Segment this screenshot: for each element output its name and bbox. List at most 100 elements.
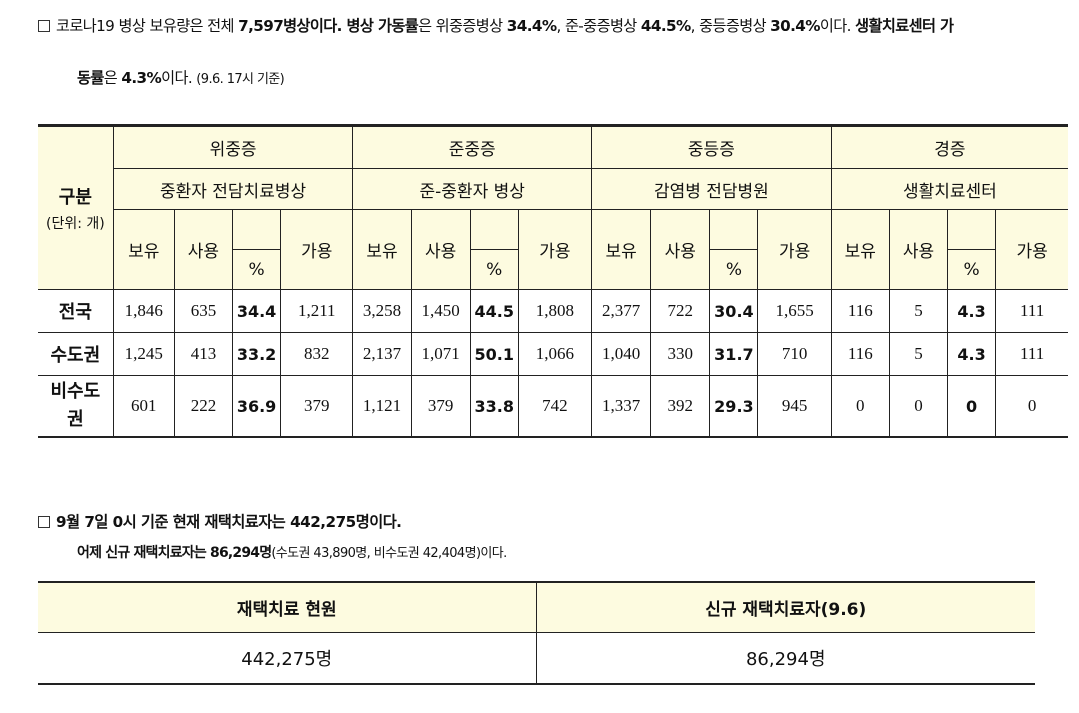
value-cell: 2,377 (591, 289, 652, 333)
text: 이다. (161, 69, 197, 87)
table-row: 수도권 1,245 413 33.2 832 2,137 1,071 50.1 1,066 1,0… (38, 332, 1068, 376)
paragraph-bed-status-cont: 동률은 4.3%이다. (9.6. 17시 기준) (77, 66, 285, 88)
value-cell: 0 (995, 375, 1068, 438)
center-rate: 4.3% (121, 69, 162, 87)
pct-cell: 4.3 (947, 289, 997, 333)
col-pct-spacer (947, 209, 997, 250)
text: 코로나19 병상 보유량은 전체 (56, 17, 239, 35)
value-cell: 2,137 (352, 332, 412, 376)
value-cell: 0 (888, 375, 949, 438)
col-pct: % (947, 249, 997, 290)
value-cell: 379 (410, 375, 471, 438)
col-avail: 가용 (517, 209, 593, 290)
value-cell: 1,066 (517, 332, 593, 376)
header-current: 재택치료 현원 (38, 581, 537, 633)
col-own: 보유 (352, 209, 412, 290)
col-use: 사용 (410, 209, 471, 290)
col-avail: 가용 (757, 209, 832, 290)
pct-cell: 4.3 (947, 332, 997, 376)
value-cell: 1,655 (757, 289, 832, 333)
home-treatment-total-text: 9월 7일 0시 기준 현재 재택치료자는 442,275명이다. (56, 513, 402, 531)
value-cell: 1,040 (591, 332, 652, 376)
unit-label: (단위: 개) (45, 216, 105, 232)
table-row: 전국 1,846 635 34.4 1,211 3,258 1,450 44.5 1,808 2,… (38, 289, 1068, 333)
pct-cell: 44.5 (469, 289, 519, 333)
value-cell: 945 (757, 375, 832, 438)
value-cell: 832 (280, 332, 354, 376)
value-cell: 116 (830, 332, 890, 376)
value-cell: 392 (650, 375, 711, 438)
col-own: 보유 (830, 209, 890, 290)
col-avail: 가용 (280, 209, 354, 290)
value-cell: 1,808 (517, 289, 593, 333)
value-cell: 601 (112, 375, 175, 438)
new-home-treatment-text: 어제 신규 재택치료자는 86,294명 (77, 545, 272, 561)
col-pct-spacer (232, 209, 282, 250)
value-cell: 330 (650, 332, 711, 376)
value-cell: 111 (995, 289, 1068, 333)
text: 은 위중증병상 (418, 17, 507, 35)
checkbox-bullet-icon (38, 516, 50, 528)
col-pct: % (232, 249, 282, 290)
reference-time: (9.6. 17시 기준) (196, 72, 285, 87)
value-new: 86,294명 (535, 632, 1035, 685)
group-severity-critical: 위중증 (112, 125, 354, 169)
paragraph-bed-status: 코로나19 병상 보유량은 전체 7,597병상이다. 병상 가동률은 위중증병… (38, 14, 954, 36)
value-current: 442,275명 (38, 632, 537, 685)
header-new: 신규 재택치료자(9.6) (535, 581, 1035, 633)
paragraph-home-treatment-cont: 어제 신규 재택치료자는 86,294명(수도권 43,890명, 비수도권 4… (77, 542, 507, 562)
value-cell: 1,337 (591, 375, 652, 438)
pct-cell: 50.1 (469, 332, 519, 376)
table-row: 비수도권 601 222 36.9 379 1,121 379 33.8 742 1,337 392… (38, 375, 1068, 438)
pct-cell: 0 (947, 375, 997, 438)
treatment-center-bold: 생활치료센터 가 (855, 17, 954, 35)
value-cell: 1,121 (352, 375, 412, 438)
col-use: 사용 (650, 209, 711, 290)
home-treatment-table: 재택치료 현원 신규 재택치료자(9.6) 442,275명 86,294명 (38, 581, 1035, 685)
semi-critical-rate: 44.5% (640, 17, 691, 35)
moderate-rate: 30.4% (770, 17, 820, 35)
value-cell: 742 (517, 375, 593, 438)
col-pct: % (469, 249, 519, 290)
value-cell: 3,258 (352, 289, 412, 333)
region-breakdown: (수도권 43,890명, 비수도권 42,404명) (271, 546, 481, 561)
col-use: 사용 (173, 209, 234, 290)
value-cell: 1,071 (410, 332, 471, 376)
text: 은 (103, 69, 122, 87)
group-type-critical: 중환자 전담치료병상 (112, 168, 354, 210)
value-cell: 222 (173, 375, 234, 438)
value-cell: 1,846 (112, 289, 175, 333)
text: 이다. (480, 546, 507, 561)
pct-cell: 30.4 (709, 289, 759, 333)
row-header-label: 구분 (58, 187, 92, 208)
value-cell: 0 (830, 375, 890, 438)
group-severity-moderate: 중등증 (591, 125, 832, 169)
pct-cell: 31.7 (709, 332, 759, 376)
row-label: 수도권 (38, 332, 114, 376)
group-severity-mild: 경증 (830, 125, 1068, 169)
paragraph-home-treatment: 9월 7일 0시 기준 현재 재택치료자는 442,275명이다. (38, 510, 402, 532)
value-cell: 413 (173, 332, 234, 376)
group-type-mild: 생활치료센터 (830, 168, 1068, 210)
text: 이다. (819, 17, 856, 35)
value-cell: 1,211 (280, 289, 354, 333)
total-beds-bold: 7,597병상이다. 병상 가동률 (238, 17, 419, 35)
text-bold: 동률 (77, 69, 104, 87)
value-cell: 1,245 (112, 332, 175, 376)
value-cell: 722 (650, 289, 711, 333)
group-severity-semi-critical: 준중증 (352, 125, 593, 169)
pct-cell: 33.2 (232, 332, 282, 376)
col-pct-spacer (469, 209, 519, 250)
critical-rate: 34.4% (506, 17, 557, 35)
col-own: 보유 (591, 209, 652, 290)
value-cell: 635 (173, 289, 234, 333)
pct-cell: 36.9 (232, 375, 282, 438)
value-cell: 379 (280, 375, 354, 438)
value-cell: 5 (888, 332, 949, 376)
pct-cell: 29.3 (709, 375, 759, 438)
col-use: 사용 (888, 209, 949, 290)
value-cell: 116 (830, 289, 890, 333)
pct-cell: 34.4 (232, 289, 282, 333)
value-cell: 111 (995, 332, 1068, 376)
text: , 준-중증병상 (556, 17, 641, 35)
